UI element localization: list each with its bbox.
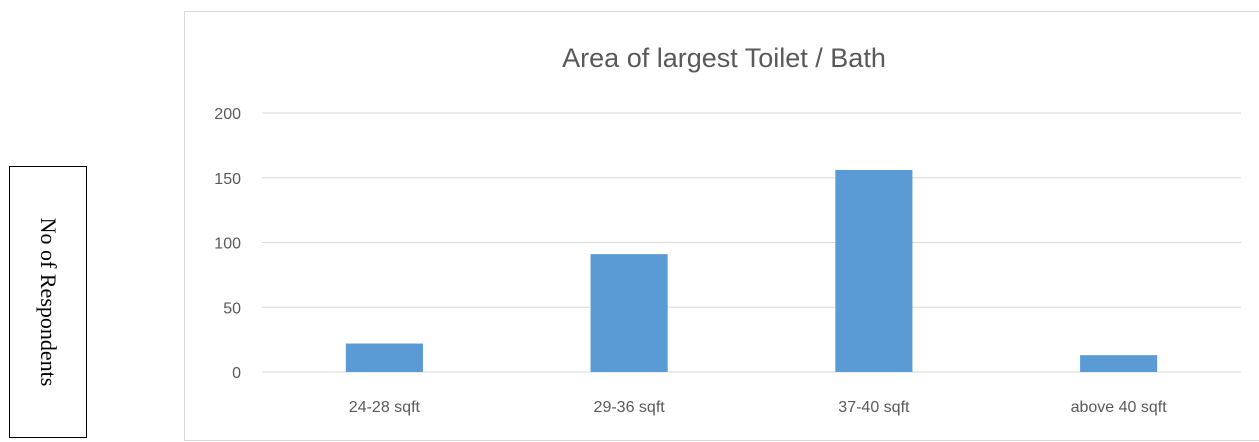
bar-1 — [345, 343, 423, 372]
x-tick-label-4: above 40 sqft — [1071, 399, 1168, 416]
y-tick-label-0: 0 — [232, 365, 241, 382]
y-axis-label: No of Respondents — [36, 217, 61, 387]
y-tick-label-50: 50 — [223, 300, 241, 317]
x-tick-label-3: 37-40 sqft — [838, 399, 910, 416]
x-tick-label-1: 24-28 sqft — [349, 399, 421, 416]
chart-title: Area of largest Toilet / Bath — [562, 43, 886, 73]
bar-3 — [835, 169, 913, 372]
y-tick-label-200: 200 — [214, 106, 241, 123]
y-tick-label-100: 100 — [214, 236, 241, 253]
bar-2 — [590, 254, 668, 372]
y-axis-label-box: No of Respondents — [9, 166, 87, 438]
chart-area: Area of largest Toilet / Bath 0 50 100 150 2… — [184, 11, 1259, 441]
x-tick-label-2: 29-36 sqft — [594, 399, 666, 416]
plot-area: 0 50 100 150 200 24-28 sqft 29-36 sqft 37-40 sq… — [214, 106, 1241, 416]
bar-4 — [1080, 355, 1158, 372]
y-tick-label-150: 150 — [214, 171, 241, 188]
